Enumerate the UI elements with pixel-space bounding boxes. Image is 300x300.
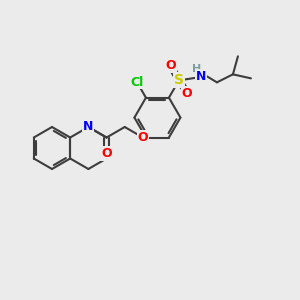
Text: H: H <box>192 64 202 74</box>
Text: O: O <box>138 131 148 144</box>
Text: Cl: Cl <box>130 76 144 88</box>
Text: O: O <box>182 87 192 100</box>
Text: N: N <box>196 70 206 83</box>
Text: O: O <box>166 59 176 72</box>
Text: N: N <box>83 121 94 134</box>
Text: S: S <box>174 73 184 87</box>
Text: O: O <box>101 147 112 160</box>
